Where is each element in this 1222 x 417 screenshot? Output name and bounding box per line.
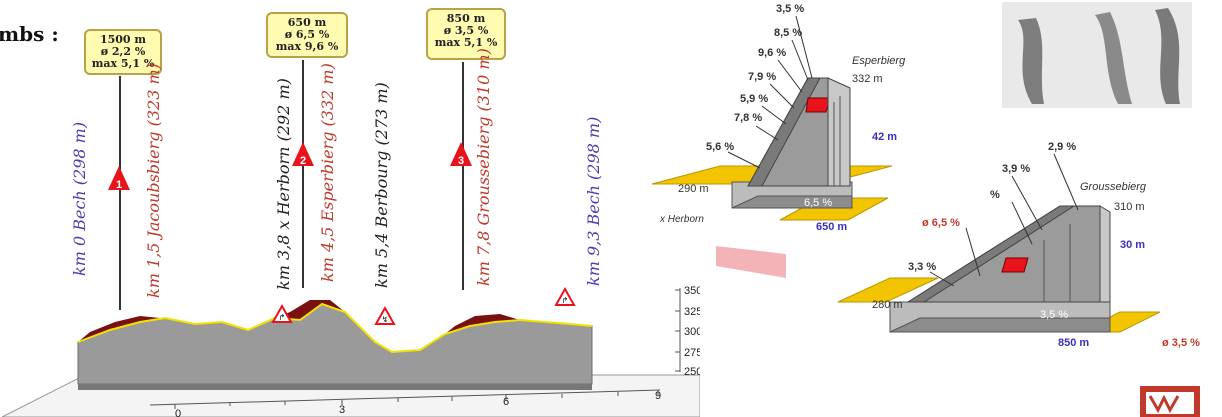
marker-herborn: km 3,8 x Herborn (292 m) [274, 78, 293, 290]
transition-band [716, 246, 786, 278]
profile-outline [77, 302, 593, 354]
groussebierg-avg-label: ø 3,5 % [1162, 337, 1200, 349]
climb-3-number: 3 [458, 155, 464, 167]
marker-jacoubsbierg: km 1,5 Jacoubsbierg (323 m) [144, 63, 163, 298]
svg-text:↯: ↯ [382, 315, 389, 324]
climb-detail-diagrams: 3,5 % 8,5 % 9,6 % 7,9 % 5,9 % 7,8 % 5,6 … [651, 2, 1200, 417]
x-tick-label: 3 [339, 404, 345, 416]
climb-1-avg: ø 2,2 % [100, 45, 146, 58]
elevation-profile: 1 2 3 ↱ ↯ ↱ 350 325 300 275 250 0 3 [1, 142, 700, 417]
y-tick-label: 325 [684, 306, 700, 318]
esperbierg-diagram [651, 77, 893, 221]
groussebierg-grad: 3,9 % [1002, 163, 1030, 175]
groussebierg-base: 280 m [872, 299, 903, 311]
climb-3-info: 850 m ø 3,5 % max 5,1 % [426, 8, 506, 60]
groussebierg-grad: 3,3 % [908, 261, 936, 273]
y-tick-label: 350 [684, 285, 700, 297]
esperbierg-gain: 42 m [872, 131, 897, 143]
esperbierg-base: 290 m [678, 183, 709, 195]
climb-3-marker [450, 142, 472, 166]
climb-2-marker [292, 142, 314, 166]
climb-2-length: 650 m [287, 16, 327, 29]
y-tick-label: 250 [684, 366, 700, 378]
svg-text:↱: ↱ [562, 296, 569, 305]
esperbierg-leaders [727, 15, 813, 169]
marker-finish: km 9,3 Bech (298 m) [584, 116, 603, 286]
climb-2-info: 650 m ø 6,5 % max 9,6 % [266, 12, 348, 58]
warning-sign-icon: ↱ [271, 303, 293, 323]
x-ticks [174, 390, 659, 409]
groussebierg-grad: 2,9 % [1048, 141, 1076, 153]
climb-1-length: 1500 m [99, 33, 147, 46]
x-tick-label: 9 [655, 390, 661, 402]
x-axis-line [149, 389, 661, 406]
groussebierg-gain: 30 m [1120, 239, 1145, 251]
svg-text:↱: ↱ [279, 313, 286, 322]
climb-2-max: max 9,6 % [275, 40, 339, 53]
climb-1-marker [108, 166, 130, 190]
marker-start: km 0 Bech (298 m) [70, 121, 89, 276]
groussebierg-diagram [837, 205, 1161, 333]
warning-sign-icon: ↱ [554, 286, 576, 306]
esperbierg-grad: 9,6 % [758, 47, 786, 59]
groussebierg-top: 310 m [1114, 201, 1145, 213]
climb-3-line [462, 62, 464, 290]
section-title: mbs : [0, 22, 59, 46]
climb-1-number: 1 [116, 179, 122, 191]
y-ticks [675, 289, 680, 372]
esperbierg-grad: 5,6 % [706, 141, 734, 153]
photo-image [1002, 2, 1192, 108]
esperbierg-avg: 6,5 % [804, 197, 832, 209]
groussebierg-name: Groussebierg [1080, 181, 1147, 193]
x-tick-label: 6 [503, 396, 509, 408]
profile-base [78, 384, 592, 390]
esperbierg-grad: 7,9 % [748, 71, 776, 83]
marker-berbourg: km 5,4 Berbourg (273 m) [372, 82, 391, 288]
climb-2-line [302, 60, 304, 288]
climb-2-number: 2 [300, 155, 306, 167]
y-tick-label: 300 [684, 326, 700, 338]
esperbierg-grad: 7,8 % [734, 112, 762, 124]
peak-jacoubsbierg [78, 316, 195, 342]
climb-3-max: max 5,1 % [434, 36, 498, 49]
esperbierg-name: Esperbierg [852, 55, 906, 67]
climb-1-max: max 5,1 % [91, 57, 155, 70]
esperbierg-length: 650 m [816, 221, 847, 233]
groussebierg-prev-avg: ø 6,5 % [922, 217, 960, 229]
climb-1-line [119, 76, 121, 310]
groussebierg-avg: 3,5 % [1040, 309, 1068, 321]
esperbierg-from: x Herborn [659, 214, 704, 225]
y-tick-label: 275 [684, 347, 700, 359]
esperbierg-grad: 3,5 % [776, 3, 804, 15]
x-tick-label: 0 [175, 408, 181, 417]
marker-groussebierg: km 7,8 Groussebierg (310 m) [474, 48, 493, 286]
climb-1-info: 1500 m ø 2,2 % max 5,1 % [84, 29, 162, 75]
warning-sign-icon: ↯ [374, 305, 396, 325]
esperbierg-grad: 5,9 % [740, 93, 768, 105]
groussebierg-grad: % [990, 189, 1000, 201]
logo-icon [1140, 386, 1200, 417]
climb-3-avg: ø 3,5 % [443, 24, 489, 37]
profile-body [77, 303, 593, 385]
esperbierg-top: 332 m [852, 73, 883, 85]
groussebierg-leaders [929, 153, 1079, 287]
climb-3-length: 850 m [446, 12, 486, 25]
climb-2-avg: ø 6,5 % [284, 28, 330, 41]
esperbierg-grad: 8,5 % [774, 27, 802, 39]
groussebierg-length: 850 m [1058, 337, 1089, 349]
marker-esperbierg: km 4,5 Esperbierg (332 m) [318, 63, 337, 282]
